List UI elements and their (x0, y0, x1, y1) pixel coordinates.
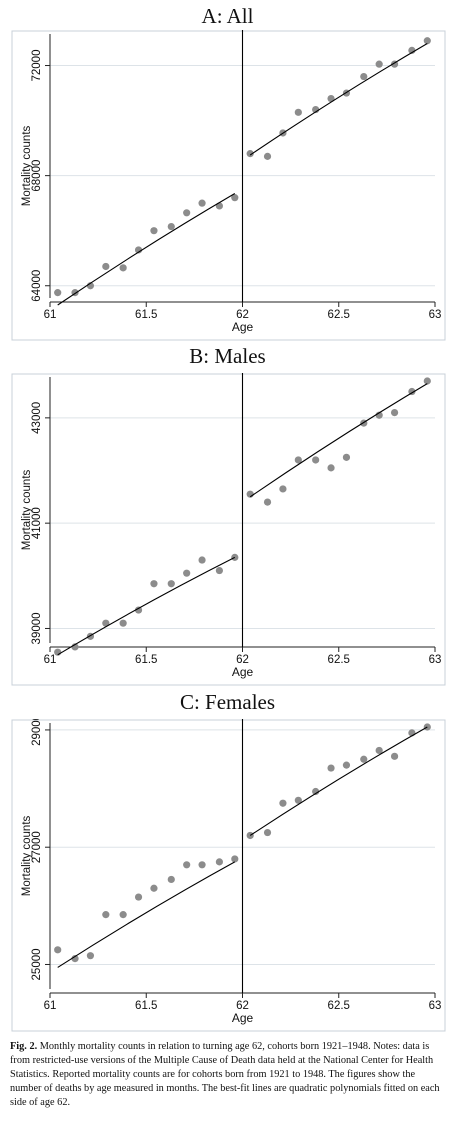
data-point (360, 73, 367, 80)
data-point (183, 209, 190, 216)
x-tick-label: 62.5 (328, 309, 350, 321)
fit-line-right (250, 44, 427, 155)
x-axis-label: Age (232, 320, 254, 334)
y-tick-label: 29000 (31, 719, 43, 746)
panel-c-title: C: Females (0, 690, 455, 716)
x-tick-label: 61.5 (135, 309, 157, 321)
panel-a-title: A: All (0, 4, 455, 30)
x-tick-label: 61 (44, 654, 57, 666)
caption-label: Fig. 2. (10, 1041, 37, 1052)
x-tick-label: 62.5 (328, 654, 350, 666)
x-tick-label: 62.5 (328, 1000, 350, 1012)
data-point (183, 570, 190, 577)
data-point (264, 829, 271, 836)
x-axis-label: Age (232, 665, 254, 679)
y-tick-label: 43000 (31, 402, 43, 434)
data-point (102, 263, 109, 270)
x-tick-label: 61.5 (135, 1000, 157, 1012)
fit-line-right (250, 384, 427, 497)
data-point (231, 855, 238, 862)
outer-frame (12, 374, 445, 685)
data-point (120, 620, 127, 627)
data-point (150, 885, 157, 892)
data-point (168, 223, 175, 230)
data-point (360, 756, 367, 763)
y-axis-label: Mortality counts (21, 815, 33, 896)
data-point (327, 464, 334, 471)
panel-b-title: B: Males (0, 344, 455, 370)
fit-line-right (250, 727, 427, 835)
y-axis-label: Mortality counts (21, 469, 33, 550)
data-point (150, 227, 157, 234)
data-point (343, 454, 350, 461)
data-point (327, 764, 334, 771)
x-tick-label: 61 (44, 309, 57, 321)
data-point (135, 893, 142, 900)
data-point (279, 485, 286, 492)
data-point (391, 753, 398, 760)
caption-text: Monthly mortality counts in relation to … (10, 1041, 440, 1108)
x-tick-label: 61.5 (135, 654, 157, 666)
data-point (264, 153, 271, 160)
x-tick-label: 63 (429, 1000, 442, 1012)
data-point (198, 861, 205, 868)
data-point (120, 911, 127, 918)
data-point (312, 456, 319, 463)
x-tick-label: 61 (44, 1000, 57, 1012)
data-point (198, 200, 205, 207)
data-point (295, 109, 302, 116)
fit-line-left (58, 557, 235, 654)
y-axis-label: Mortality counts (21, 125, 33, 206)
data-point (150, 580, 157, 587)
data-point (168, 580, 175, 587)
data-point (120, 264, 127, 271)
data-point (183, 861, 190, 868)
data-point (216, 202, 223, 209)
y-tick-label: 25000 (31, 948, 43, 980)
x-tick-label: 63 (429, 654, 442, 666)
data-point (247, 832, 254, 839)
data-point (424, 37, 431, 44)
figure-caption: Fig. 2. Monthly mortality counts in rela… (10, 1040, 448, 1110)
data-point (343, 762, 350, 769)
data-point (198, 556, 205, 563)
y-tick-label: 72000 (31, 50, 43, 82)
y-tick-label: 39000 (31, 612, 43, 644)
data-point (376, 61, 383, 68)
chart-panel-c: 25000 27000 29000 61 61.5 62 62.5 63 Age Mortalit… (0, 719, 455, 1034)
outer-frame (12, 720, 445, 1031)
chart-panel-b: 39000 41000 43000 61 61.5 62 62.5 63 Age Mortalit… (0, 373, 455, 688)
chart-panel-a: 64000 68000 72000 61 61.5 62 62.5 63 Age Mortalit… (0, 30, 455, 342)
y-tick-label: 64000 (31, 270, 43, 302)
data-point (231, 554, 238, 561)
data-point (87, 952, 94, 959)
data-point (279, 800, 286, 807)
data-point (216, 858, 223, 865)
fit-line-left (58, 194, 235, 305)
x-axis-label: Age (232, 1011, 254, 1025)
data-point (424, 377, 431, 384)
data-point (54, 289, 61, 296)
data-point (168, 876, 175, 883)
data-point (54, 946, 61, 953)
data-point (216, 567, 223, 574)
data-point (391, 409, 398, 416)
data-point (102, 911, 109, 918)
x-tick-label: 63 (429, 309, 442, 321)
fit-line-left (58, 862, 235, 968)
data-point (264, 499, 271, 506)
